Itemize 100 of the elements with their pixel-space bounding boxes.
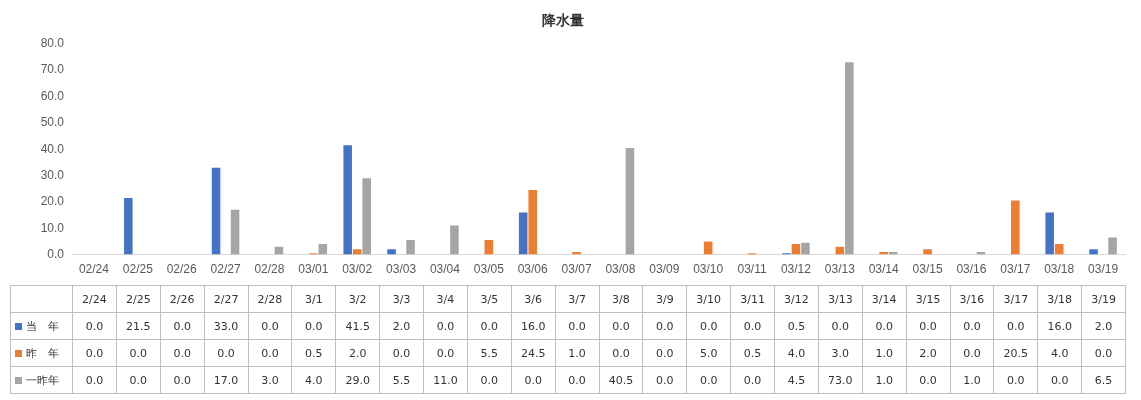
x-tick-label: 03/04 [429,262,461,277]
data-label: 1.0 [862,366,907,394]
text: 3/6 [511,285,556,313]
text: 3/14 [862,285,907,313]
data-label: 4.0 [291,366,336,394]
bar [484,240,494,255]
x-tick-label: 03/13 [824,262,856,277]
data-label: 0.0 [204,339,248,367]
data-label: 0.0 [1081,339,1126,367]
y-tick-label: 10.0 [40,220,65,235]
y-tick-label: 50.0 [40,115,65,130]
data-label: 2.0 [1081,312,1126,340]
text: 2/28 [248,285,292,313]
data-label: 0.0 [467,312,512,340]
x-tick-label: 03/08 [605,262,636,277]
bar [450,225,459,255]
text: 3/17 [993,285,1038,313]
data-label: 3.0 [818,339,863,367]
data-label: 1.0 [862,339,907,367]
data-label: 2.0 [379,312,424,340]
data-label: 0.0 [906,366,950,394]
data-label: 0.0 [599,339,643,367]
x-tick-label: 03/12 [780,262,812,277]
data-label: 0.0 [862,312,907,340]
data-label: 5.5 [379,366,424,394]
data-label: 0.5 [730,339,775,367]
bar [1108,237,1117,255]
data-label: 0.0 [993,312,1038,340]
data-label: 0.0 [906,312,950,340]
text: 3/5 [467,285,512,313]
data-label: 0.0 [423,312,468,340]
x-tick-label: 03/16 [956,262,987,277]
bar [923,249,932,255]
data-label: 0.0 [467,366,512,394]
data-label: 0.0 [72,312,117,340]
data-label: 0.5 [774,312,819,340]
text: 3/18 [1037,285,1082,313]
y-tick-label: 0.0 [47,246,65,261]
data-label: 0.0 [686,366,731,394]
bar [362,178,371,255]
data-label: 41.5 [335,312,380,340]
data-label: 0.0 [555,312,599,340]
text: 3/16 [950,285,994,313]
data-label: 0.0 [160,366,205,394]
data-label: 0.0 [993,366,1038,394]
text: 3/11 [730,285,775,313]
x-tick-label: 02/27 [210,262,241,277]
data-label: 0.0 [642,339,687,367]
bar [801,242,810,255]
bar [845,62,854,255]
text: 3/15 [906,285,950,313]
data-label: 17.0 [204,366,248,394]
bar [518,212,528,255]
data-label: 5.5 [467,339,512,367]
x-tick-label: 03/05 [473,262,505,277]
text: 3/4 [423,285,468,313]
data-label: 0.0 [423,339,468,367]
text: 3/2 [335,285,380,313]
text: 3/9 [642,285,687,313]
x-tick-label: 03/17 [1000,262,1031,277]
x-tick-label: 03/06 [517,262,549,277]
data-label: 0.0 [248,339,292,367]
data-label: 16.0 [511,312,556,340]
data-label: 0.0 [599,312,643,340]
data-label: 4.5 [774,366,819,394]
data-label: 0.0 [642,312,687,340]
data-label: 1.0 [555,339,599,367]
data-label: 0.0 [291,312,336,340]
bar [343,145,352,255]
data-label: 0.0 [248,312,292,340]
bar [1089,249,1098,255]
text: 3/13 [818,285,863,313]
data-label: 2.0 [335,339,380,367]
data-label: 0.0 [555,366,599,394]
legend-label: 当 年 [10,312,73,340]
x-tick-label: 03/19 [1088,262,1119,277]
data-label: 4.0 [1037,339,1082,367]
x-tick-label: 03/18 [1044,262,1075,277]
bar [230,209,240,255]
y-tick-label: 60.0 [40,88,65,103]
bar [703,241,713,255]
bar [1045,212,1054,255]
x-tick-label: 03/10 [693,262,724,277]
text: 2/24 [72,285,117,313]
data-label: 0.0 [950,339,994,367]
text: 2/27 [204,285,248,313]
data-label: 21.5 [116,312,161,340]
data-label: 5.0 [686,339,731,367]
bar [387,249,396,255]
x-tick-label: 03/07 [561,262,592,277]
x-tick-label: 02/26 [166,262,198,277]
data-label: 0.0 [116,366,161,394]
data-label: 1.0 [950,366,994,394]
y-tick-label: 80.0 [40,36,65,51]
x-tick-label: 03/14 [868,262,900,277]
bar [1011,200,1020,255]
y-tick-label: 30.0 [40,167,65,182]
text: 3/8 [599,285,643,313]
data-label: 0.0 [379,339,424,367]
data-label: 0.0 [950,312,994,340]
